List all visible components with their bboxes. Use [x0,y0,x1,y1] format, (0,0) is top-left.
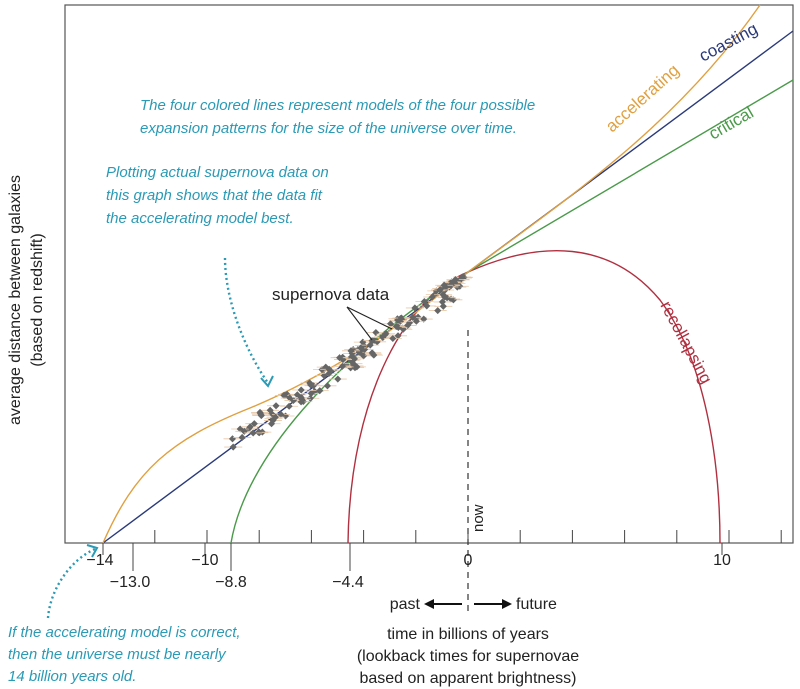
supernova-point [323,382,331,390]
supernova-point [307,381,315,389]
supernova-point [228,435,237,443]
x-axis-title: (lookback times for supernovae [357,648,579,665]
supernova-point [441,293,449,301]
x-axis-title: based on apparent brightness) [359,670,576,687]
accelerating-label: accelerating [602,61,683,136]
supernova-point [372,328,380,337]
supernova-point [285,402,293,410]
age-note-line: 14 billion years old. [8,668,136,685]
supernova-point [257,412,265,420]
critical-curve [230,79,794,544]
supernova-point [307,389,315,397]
supernova-points [223,273,474,451]
supernova-point [229,443,237,451]
supernova-data-label: supernova data [272,285,390,304]
dotted-arrow [223,257,269,384]
supernova-point [325,369,333,378]
supernova-point [386,320,395,328]
supernova-note-line: Plotting actual supernova data on [106,164,329,181]
supernova-point [268,420,276,428]
supernova-point [336,354,344,362]
supernova-point [289,396,297,404]
supernova-point [353,363,361,371]
age-note-line: If the accelerating model is correct, [8,624,241,641]
supernova-point [297,393,305,401]
supernova-point [350,355,359,363]
supernova-point [271,413,280,421]
recollapsing-curve [347,250,721,544]
tick-label: −10 [191,552,218,569]
age-note-line: then the universe must be nearly [8,646,227,663]
supernova-point [357,344,365,352]
supernova-point [436,286,444,294]
recollapsing-label: recollapsing [656,298,715,387]
supernova-note-line: this graph shows that the data fit [106,187,323,204]
past-label: past [390,596,421,613]
supernova-point [272,402,280,410]
supernova-point [325,365,333,373]
supernova-point [381,330,389,338]
critical-label: critical [706,103,757,144]
tick-label: −4.4 [332,574,364,591]
supernova-pointer [346,306,373,341]
supernova-point [254,428,263,436]
accelerating-curve [102,4,761,544]
supernova-pointer [346,306,393,330]
supernova-point [370,351,378,359]
supernova-point [277,410,285,419]
arrowhead-icon [86,544,99,558]
tick-label: −14 [86,552,113,569]
supernova-point [368,337,376,345]
supernova-point [316,387,324,395]
supernova-point [250,420,258,428]
tick-label: 0 [464,552,473,569]
supernova-point [246,423,254,431]
supernova-point [249,429,257,437]
models-note-line: The four colored lines represent models … [140,97,535,114]
supernova-point [389,334,397,343]
supernova-point [428,293,436,301]
supernova-point [306,394,314,402]
arrowhead-icon [260,375,274,388]
supernova-note-line: the accelerating model best. [106,210,294,227]
supernova-point [334,375,342,383]
tick-label: 10 [713,552,731,569]
supernova-point [397,314,405,322]
y-axis-title: average distance between galaxies [7,175,24,425]
supernova-point [440,281,448,289]
tick-label: −8.8 [215,574,247,591]
now-label: now [470,504,487,532]
supernova-point [411,304,419,312]
x-axis-ticks [102,530,782,571]
coasting-label: coasting [696,19,761,66]
plot-frame [64,4,794,544]
supernova-point [439,302,447,310]
supernova-point [347,347,355,355]
supernova-point [423,302,431,310]
supernova-point [392,322,400,330]
arrow-right-icon [502,599,512,609]
supernova-point [434,307,442,315]
tick-label: −13.0 [110,574,151,591]
supernova-point [451,275,460,284]
supernova-point [409,313,417,321]
supernova-point [360,352,368,360]
arrow-left-icon [424,599,434,609]
supernova-point [297,386,305,394]
supernova-point [338,362,346,370]
models-note-line: expansion patterns for the size of the u… [140,120,517,137]
x-axis-title: time in billions of years [387,626,549,643]
supernova-point [394,332,402,340]
y-axis-title: (based on redshift) [29,233,46,366]
future-label: future [516,596,557,613]
supernova-point [412,317,420,325]
supernova-point [280,391,288,399]
supernova-point [238,433,246,441]
